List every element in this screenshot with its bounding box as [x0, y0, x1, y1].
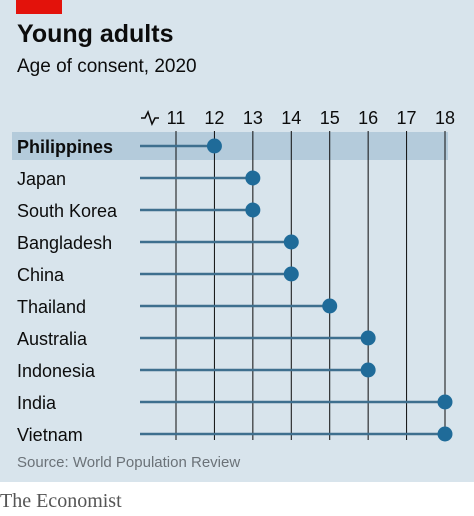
x-tick-label: 16	[358, 108, 378, 128]
x-tick-label: 18	[435, 108, 455, 128]
category-label: Bangladesh	[17, 233, 112, 253]
data-point	[322, 298, 338, 314]
highlight-band	[12, 132, 448, 160]
chart-title: Young adults	[17, 20, 174, 48]
category-label: Thailand	[17, 297, 86, 317]
data-point	[437, 394, 453, 410]
data-point	[283, 266, 299, 282]
data-point	[360, 362, 376, 378]
source-note: Source: World Population Review	[17, 454, 241, 471]
data-point	[245, 202, 261, 218]
data-point	[437, 426, 453, 442]
category-label: India	[17, 393, 57, 413]
data-point	[360, 330, 376, 346]
category-label: South Korea	[17, 201, 118, 221]
category-label: Australia	[17, 329, 88, 349]
axis-break-icon	[141, 110, 159, 126]
x-tick-label: 15	[320, 108, 340, 128]
category-label: Indonesia	[17, 361, 96, 381]
data-point	[283, 234, 299, 250]
category-label: China	[17, 265, 65, 285]
category-label: Vietnam	[17, 425, 83, 445]
data-point	[245, 170, 261, 186]
dot-plot: 11 12 13 14 15 16 17 18 Philippines Japan South Ko…	[12, 108, 455, 445]
brand-name: The Economist	[0, 490, 122, 512]
x-tick-label: 12	[204, 108, 224, 128]
chart-card: Young adults Age of consent, 2020 11 12 13…	[0, 0, 474, 482]
brand-red-tag	[16, 0, 62, 14]
category-label: Japan	[17, 169, 66, 189]
data-point	[206, 138, 222, 154]
x-tick-label: 17	[397, 108, 417, 128]
x-tick-label: 13	[243, 108, 263, 128]
x-tick-label: 14	[281, 108, 301, 128]
chart-subtitle: Age of consent, 2020	[17, 56, 197, 77]
category-label: Philippines	[17, 137, 113, 157]
x-tick-label: 11	[167, 108, 186, 128]
